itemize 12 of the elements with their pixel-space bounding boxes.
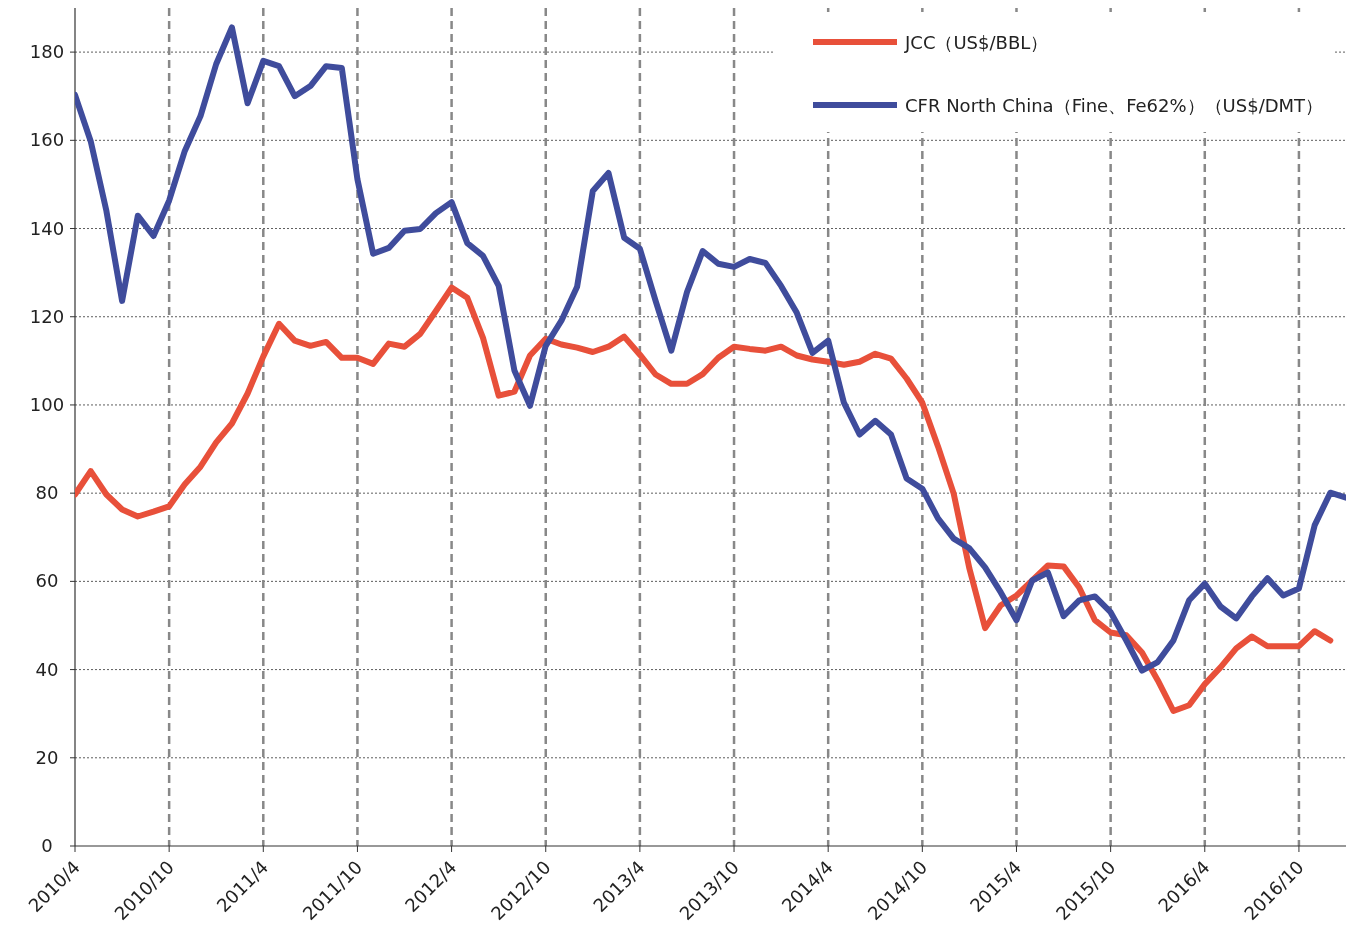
y-tick-label: 20: [35, 746, 59, 768]
y-tick-label: 0: [41, 835, 53, 856]
y-tick-label: 60: [35, 570, 59, 592]
y-tick-label: 80: [35, 482, 59, 504]
y-tick-label: 140: [29, 217, 65, 239]
y-tick-label: 180: [29, 41, 65, 63]
y-tick-label: 160: [29, 129, 65, 151]
y-tick-label: 120: [29, 305, 65, 327]
y-tick-label: 40: [35, 658, 59, 680]
y-tick-label: 100: [29, 393, 65, 415]
legend-label: JCC（US$/BBL）: [904, 32, 1049, 53]
legend-label: CFR North China（Fine、Fe62%）（US$/DMT）: [905, 95, 1324, 116]
